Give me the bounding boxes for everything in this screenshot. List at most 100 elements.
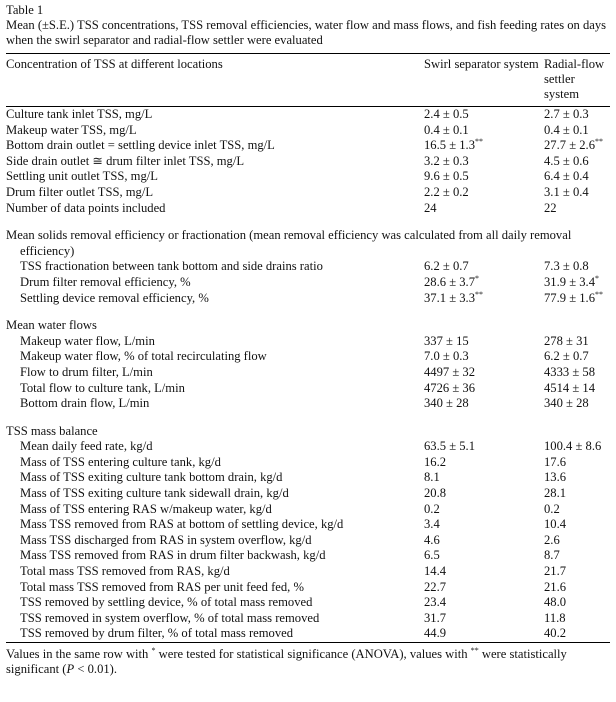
value-cell: 340 ± 28 [424,396,469,411]
value-text: 28.6 ± 3.7 [424,274,475,289]
footnote-italic: P [66,662,75,676]
table-row: Drum filter removal efficiency, % 28.6 ± … [6,273,610,291]
table-row: Mass of TSS entering culture tank, kg/d 1… [6,455,610,471]
value-cell: 77.9 ± 1.6** [544,289,610,307]
value-cell: 13.6 [544,470,567,485]
table-row: Mass of TSS entering RAS w/makeup water,… [6,502,610,518]
row-label: TSS removed in system overflow, % of tot… [20,610,320,625]
value-cell: 24 [424,200,437,215]
value-cell: 4497 ± 32 [424,364,475,379]
table-row: Mean daily feed rate, kg/d 63.5 ± 5.1 100.… [6,439,610,455]
table-row: Culture tank inlet TSS, mg/L 2.4 ± 0.5 2.7… [6,107,610,123]
value-cell: 278 ± 31 [544,333,589,348]
value-cell: 2.4 ± 0.5 [424,107,469,121]
footnote-mark: ** [470,645,479,655]
value-cell: 337 ± 15 [424,333,469,348]
row-label: Mass TSS removed from RAS at bottom of s… [20,517,344,532]
significance-mark: ** [595,137,603,146]
table-row: Side drain outlet ≅ drum filter inlet TS… [6,154,610,170]
row-label: Mass TSS discharged from RAS in system o… [20,532,312,547]
row-label: Flow to drum filter, L/min [20,364,153,379]
table-body: Culture tank inlet TSS, mg/L 2.4 ± 0.5 2.7… [6,107,610,643]
table-row: Bottom drain outlet = settling device in… [6,138,610,154]
table-row: Settling device removal efficiency, % 37.… [6,289,610,307]
table-row: TSS removed by settling device, % of tot… [6,595,610,611]
value-cell: 3.2 ± 0.3 [424,153,469,168]
value-cell: 7.3 ± 0.8 [544,259,589,274]
table-row: Mass TSS removed from RAS in drum filter… [6,548,610,564]
value-cell: 44.9 [424,626,447,641]
footnote-mark: * [151,645,156,655]
value-cell: 28.1 [544,486,567,501]
value-cell: 0.2 [544,501,560,516]
table-row: Makeup water flow, L/min 337 ± 15 278 ± 31 [6,334,610,350]
table-row: Number of data points included 24 22 [6,201,610,217]
value-cell: 6.5 [424,548,440,563]
value-cell: 3.1 ± 0.4 [544,184,589,199]
value-cell: 340 ± 28 [544,396,589,411]
value-text: 37.1 ± 3.3 [424,290,475,305]
value-text: 16.5 ± 1.3 [424,138,475,153]
value-cell: 2.2 ± 0.2 [424,184,469,199]
value-cell: 63.5 ± 5.1 [424,439,475,454]
row-label: Total mass TSS removed from RAS, kg/d [20,564,230,579]
row-label: Total flow to culture tank, L/min [20,380,185,395]
table-row: Mass of TSS exiting culture tank sidewal… [6,486,610,502]
value-cell: 0.4 ± 0.1 [424,122,469,137]
header-row: Concentration of TSS at different locati… [6,53,610,107]
value-cell: 7.0 ± 0.3 [424,349,469,364]
row-label: Total mass TSS removed from RAS per unit… [20,579,304,594]
row-label: Bottom drain outlet = settling device in… [6,138,275,153]
value-cell: 9.6 ± 0.5 [424,169,469,184]
row-label: Mass TSS removed from RAS in drum filter… [20,548,326,563]
table-row: Total mass TSS removed from RAS, kg/d 14.… [6,564,610,580]
table-row: Flow to drum filter, L/min 4497 ± 32 4333 … [6,365,610,381]
header-cell: Radial-flow settler system [544,53,610,107]
value-text: 27.7 ± 2.6 [544,138,595,153]
header-cell: Concentration of TSS at different locati… [6,53,424,107]
row-label: TSS removed by settling device, % of tot… [20,595,313,610]
value-cell: 4.5 ± 0.6 [544,153,589,168]
value-cell: 31.9 ± 3.4* [544,273,610,291]
significance-mark: * [475,273,479,283]
table-row: TSS fractionation between tank bottom an… [6,259,610,275]
value-cell: 23.4 [424,595,447,610]
row-label: Mass of TSS entering RAS w/makeup water,… [20,501,272,516]
value-cell: 3.4 [424,517,440,532]
value-cell: 4514 ± 14 [544,380,595,395]
value-cell: 21.6 [544,579,567,594]
value-cell: 48.0 [544,595,567,610]
value-cell: 11.8 [544,610,566,625]
significance-mark: ** [595,289,603,299]
section-title: Mean solids removal efficiency or fracti… [6,228,572,258]
significance-mark: ** [475,289,483,299]
significance-mark: ** [475,137,483,146]
row-label: Culture tank inlet TSS, mg/L [6,107,153,121]
significance-mark: * [595,273,599,283]
row-label: Makeup water flow, % of total recirculat… [20,349,267,364]
value-cell: 8.1 [424,470,440,485]
table-row: TSS removed by drum filter, % of total m… [6,626,610,642]
value-cell: 22 [544,200,557,215]
footnote-text: < 0.01). [74,662,117,676]
value-cell: 31.7 [424,610,447,625]
table-row: Mass TSS discharged from RAS in system o… [6,533,610,549]
section-row: Mean solids removal efficiency or fracti… [6,222,610,259]
row-label: Makeup water flow, L/min [20,333,155,348]
section-title: TSS mass balance [6,423,98,438]
row-label: Number of data points included [6,200,166,215]
value-cell: 27.7 ± 2.6** [544,138,610,154]
value-cell: 40.2 [544,626,567,641]
table-row: Drum filter outlet TSS, mg/L 2.2 ± 0.2 3.1… [6,185,610,201]
value-text: 31.9 ± 3.4 [544,274,595,289]
section-title: Mean water flows [6,318,97,333]
row-label: Mean daily feed rate, kg/d [20,439,153,454]
row-label: Makeup water TSS, mg/L [6,122,137,137]
section-row: Mean water flows [6,312,610,334]
row-label: Side drain outlet ≅ drum filter inlet TS… [6,153,245,168]
value-cell: 0.4 ± 0.1 [544,122,589,137]
row-label: TSS fractionation between tank bottom an… [20,259,323,274]
value-cell: 6.2 ± 0.7 [544,349,589,364]
row-label: Drum filter outlet TSS, mg/L [6,184,154,199]
row-label: Drum filter removal efficiency, % [20,274,191,289]
